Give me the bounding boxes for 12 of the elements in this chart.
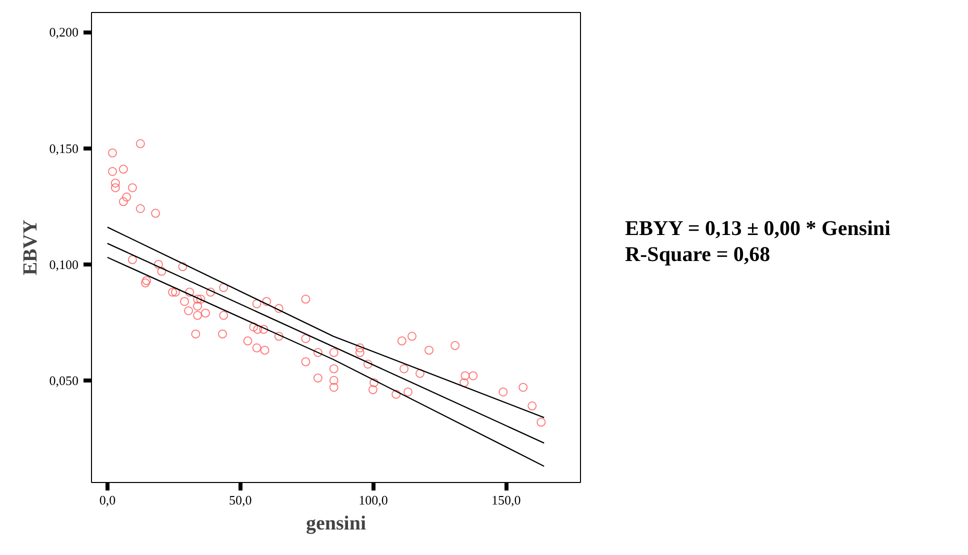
- y-tick-label: 0,050: [49, 372, 78, 388]
- x-tick-label: 50,0: [228, 492, 252, 508]
- text: R-Square = 0,68: [625, 242, 770, 266]
- y-tick-label: 0,200: [49, 24, 78, 40]
- x-axis-title: gensini: [306, 512, 366, 534]
- y-tick-label: 0,150: [49, 140, 78, 156]
- text: EBYY = 0,13 ± 0,00 * Gensini: [625, 216, 890, 240]
- x-tick-label: 100,0: [358, 492, 388, 508]
- y-axis-title: EBVY: [19, 219, 42, 276]
- y-tick-label: 0,100: [49, 256, 78, 272]
- x-tick-label: 0,0: [99, 492, 116, 508]
- x-tick-label: 150,0: [491, 492, 521, 508]
